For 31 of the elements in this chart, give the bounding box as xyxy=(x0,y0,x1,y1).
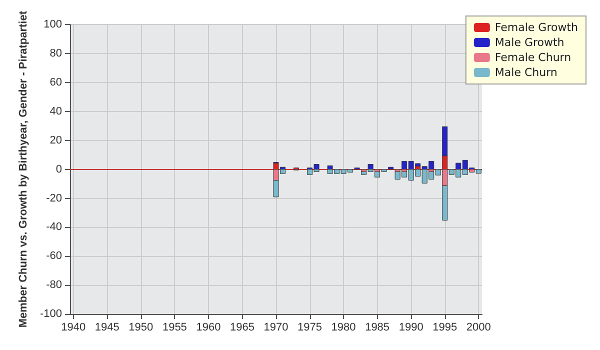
y-tick-label: 40 xyxy=(50,105,62,118)
x-tick-label: 1970 xyxy=(264,322,288,334)
y-tick-label: 0 xyxy=(56,163,62,176)
bar xyxy=(327,165,333,170)
x-tick-label: 2000 xyxy=(466,322,491,334)
x-tick-label: 1975 xyxy=(298,322,322,334)
x-tick-label: 1940 xyxy=(61,322,86,334)
x-tick-label: 1960 xyxy=(196,322,221,334)
x-tick-label: 1990 xyxy=(398,322,424,334)
y-axis-title: Member Churn vs. Growth by Birthyear, Gender - Piratpartiet xyxy=(18,10,30,328)
y-tick-label: 60 xyxy=(50,76,62,88)
x-tick-label: 1955 xyxy=(162,322,187,334)
legend-label: Male Churn xyxy=(494,66,558,79)
x-tick-label: 1945 xyxy=(94,322,120,334)
y-tick-label: -60 xyxy=(46,250,62,262)
y-tick-label: -40 xyxy=(46,221,62,234)
legend-label: Male Growth xyxy=(494,36,564,49)
legend-label: Female Growth xyxy=(494,21,578,34)
y-tick-label: -80 xyxy=(46,279,62,292)
y-tick-label: -100 xyxy=(40,308,62,320)
x-tick-label: 1965 xyxy=(230,322,254,334)
x-tick-label: 1985 xyxy=(365,322,390,334)
y-tick-label: -20 xyxy=(46,192,62,204)
x-tick-label: 1980 xyxy=(331,322,356,334)
y-tick-label: 80 xyxy=(50,48,62,60)
y-tick-label: 20 xyxy=(50,134,62,146)
x-tick-label: 1950 xyxy=(128,322,154,334)
y-tick-label: 100 xyxy=(44,18,62,31)
bar xyxy=(368,164,374,170)
x-tick-label: 1995 xyxy=(432,322,458,334)
legend-label: Female Churn xyxy=(494,51,572,64)
